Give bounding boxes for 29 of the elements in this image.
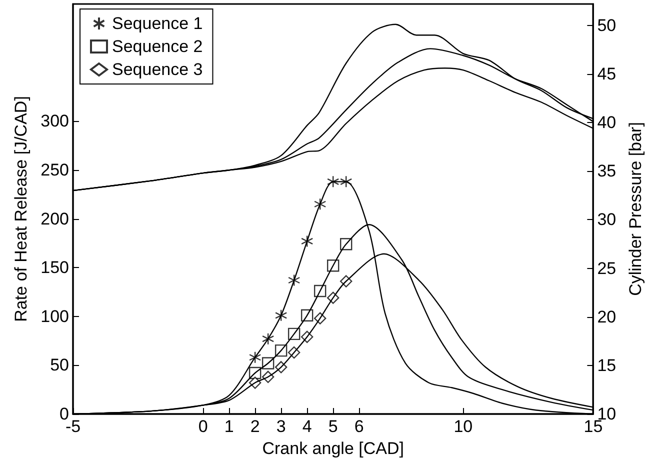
x-tick-label: 10 [454,417,473,436]
y-tick-label: 0 [60,404,69,424]
y2-tick-label: 30 [597,210,616,230]
x-tick-label: 5 [328,417,338,436]
y2-tick-label: 50 [597,16,616,35]
y-tick-label: 100 [40,306,69,326]
x-axis-title: Crank angle [CAD] [262,438,404,458]
y-tick-label: 250 [40,160,69,180]
y2-tick-label: 45 [597,64,616,84]
legend-label: Sequence 1 [112,14,203,33]
x-tick-label: 4 [302,417,312,436]
legend-label: Sequence 3 [112,60,203,79]
x-tick-label: 6 [354,417,364,436]
x-tick-label: 2 [250,417,260,436]
y-axis-title: Rate of Heat Release [J/CAD] [12,96,31,322]
y2-tick-label: 35 [597,162,616,181]
y-tick-label: 150 [40,258,69,278]
y-tick-label: 300 [40,112,69,131]
x-tick-label: 3 [276,417,286,436]
y2-tick-label: 40 [597,113,616,132]
x-tick-label: 0 [198,417,208,436]
legend-label: Sequence 2 [112,37,203,56]
x-tick-label: 1 [224,417,234,436]
y2-tick-label: 20 [597,307,616,326]
y-tick-label: 50 [50,356,69,375]
y2-tick-label: 25 [597,258,616,278]
y2-tick-label: 15 [597,356,616,375]
y-tick-label: 200 [40,209,69,228]
y2-axis-title: Cylinder Pressure [bar] [626,122,645,296]
